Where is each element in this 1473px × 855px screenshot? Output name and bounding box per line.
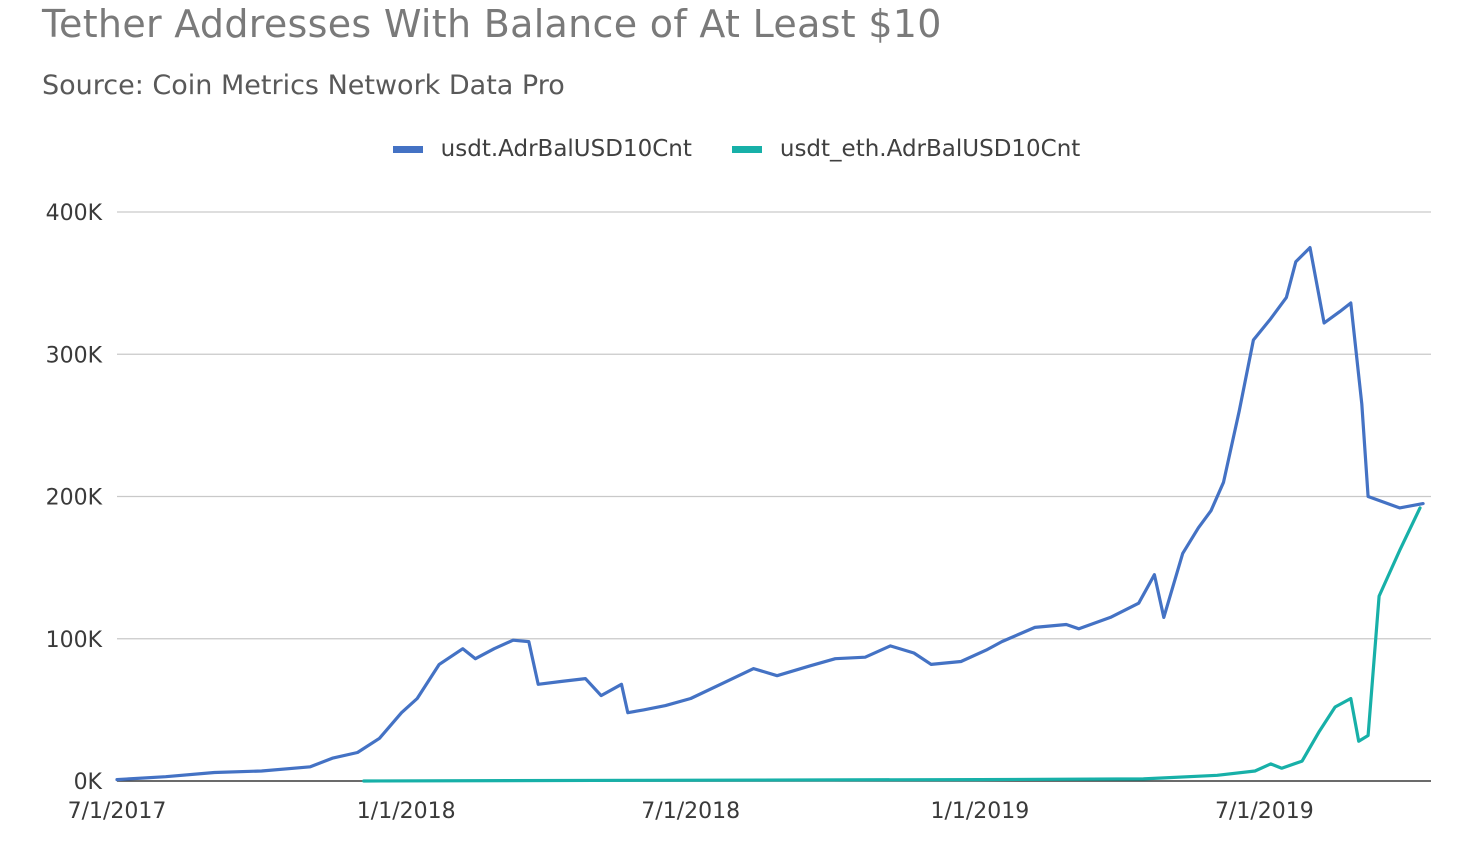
legend-item-usdt-eth: usdt_eth.AdrBalUSD10Cnt xyxy=(731,136,1081,162)
chart-subtitle: Source: Coin Metrics Network Data Pro xyxy=(42,70,565,101)
y-tick-label: 0K xyxy=(74,770,103,795)
y-tick-label: 100K xyxy=(46,628,103,653)
series-line-usdt-eth xyxy=(362,506,1422,783)
legend-item-usdt: usdt.AdrBalUSD10Cnt xyxy=(392,136,692,162)
gridlines xyxy=(117,211,1431,640)
chart-title: Tether Addresses With Balance of At Leas… xyxy=(42,2,942,46)
legend-label-usdt-eth: usdt_eth.AdrBalUSD10Cnt xyxy=(779,136,1081,162)
series-lines xyxy=(115,246,1425,783)
legend: usdt.AdrBalUSD10Cnt usdt_eth.AdrBalUSD10… xyxy=(0,136,1473,162)
legend-swatch-usdt-eth xyxy=(731,145,762,153)
y-tick-label: 300K xyxy=(46,343,103,368)
series-line-usdt xyxy=(115,246,1425,782)
x-tick-label: 7/1/2019 xyxy=(1215,799,1314,824)
y-tick-label: 200K xyxy=(46,486,103,511)
x-tick-label: 7/1/2018 xyxy=(641,799,740,824)
tick-labels: 0K 100K 200K 300K 400K 7/1/2017 1/1/2018 7/1/20… xyxy=(46,201,1314,824)
x-tick-label: 7/1/2017 xyxy=(68,799,167,824)
legend-swatch-usdt xyxy=(392,145,423,153)
x-tick-label: 1/1/2018 xyxy=(357,799,456,824)
x-tick-label: 1/1/2019 xyxy=(930,799,1029,824)
legend-label-usdt: usdt.AdrBalUSD10Cnt xyxy=(440,136,692,162)
y-tick-label: 400K xyxy=(46,201,103,226)
